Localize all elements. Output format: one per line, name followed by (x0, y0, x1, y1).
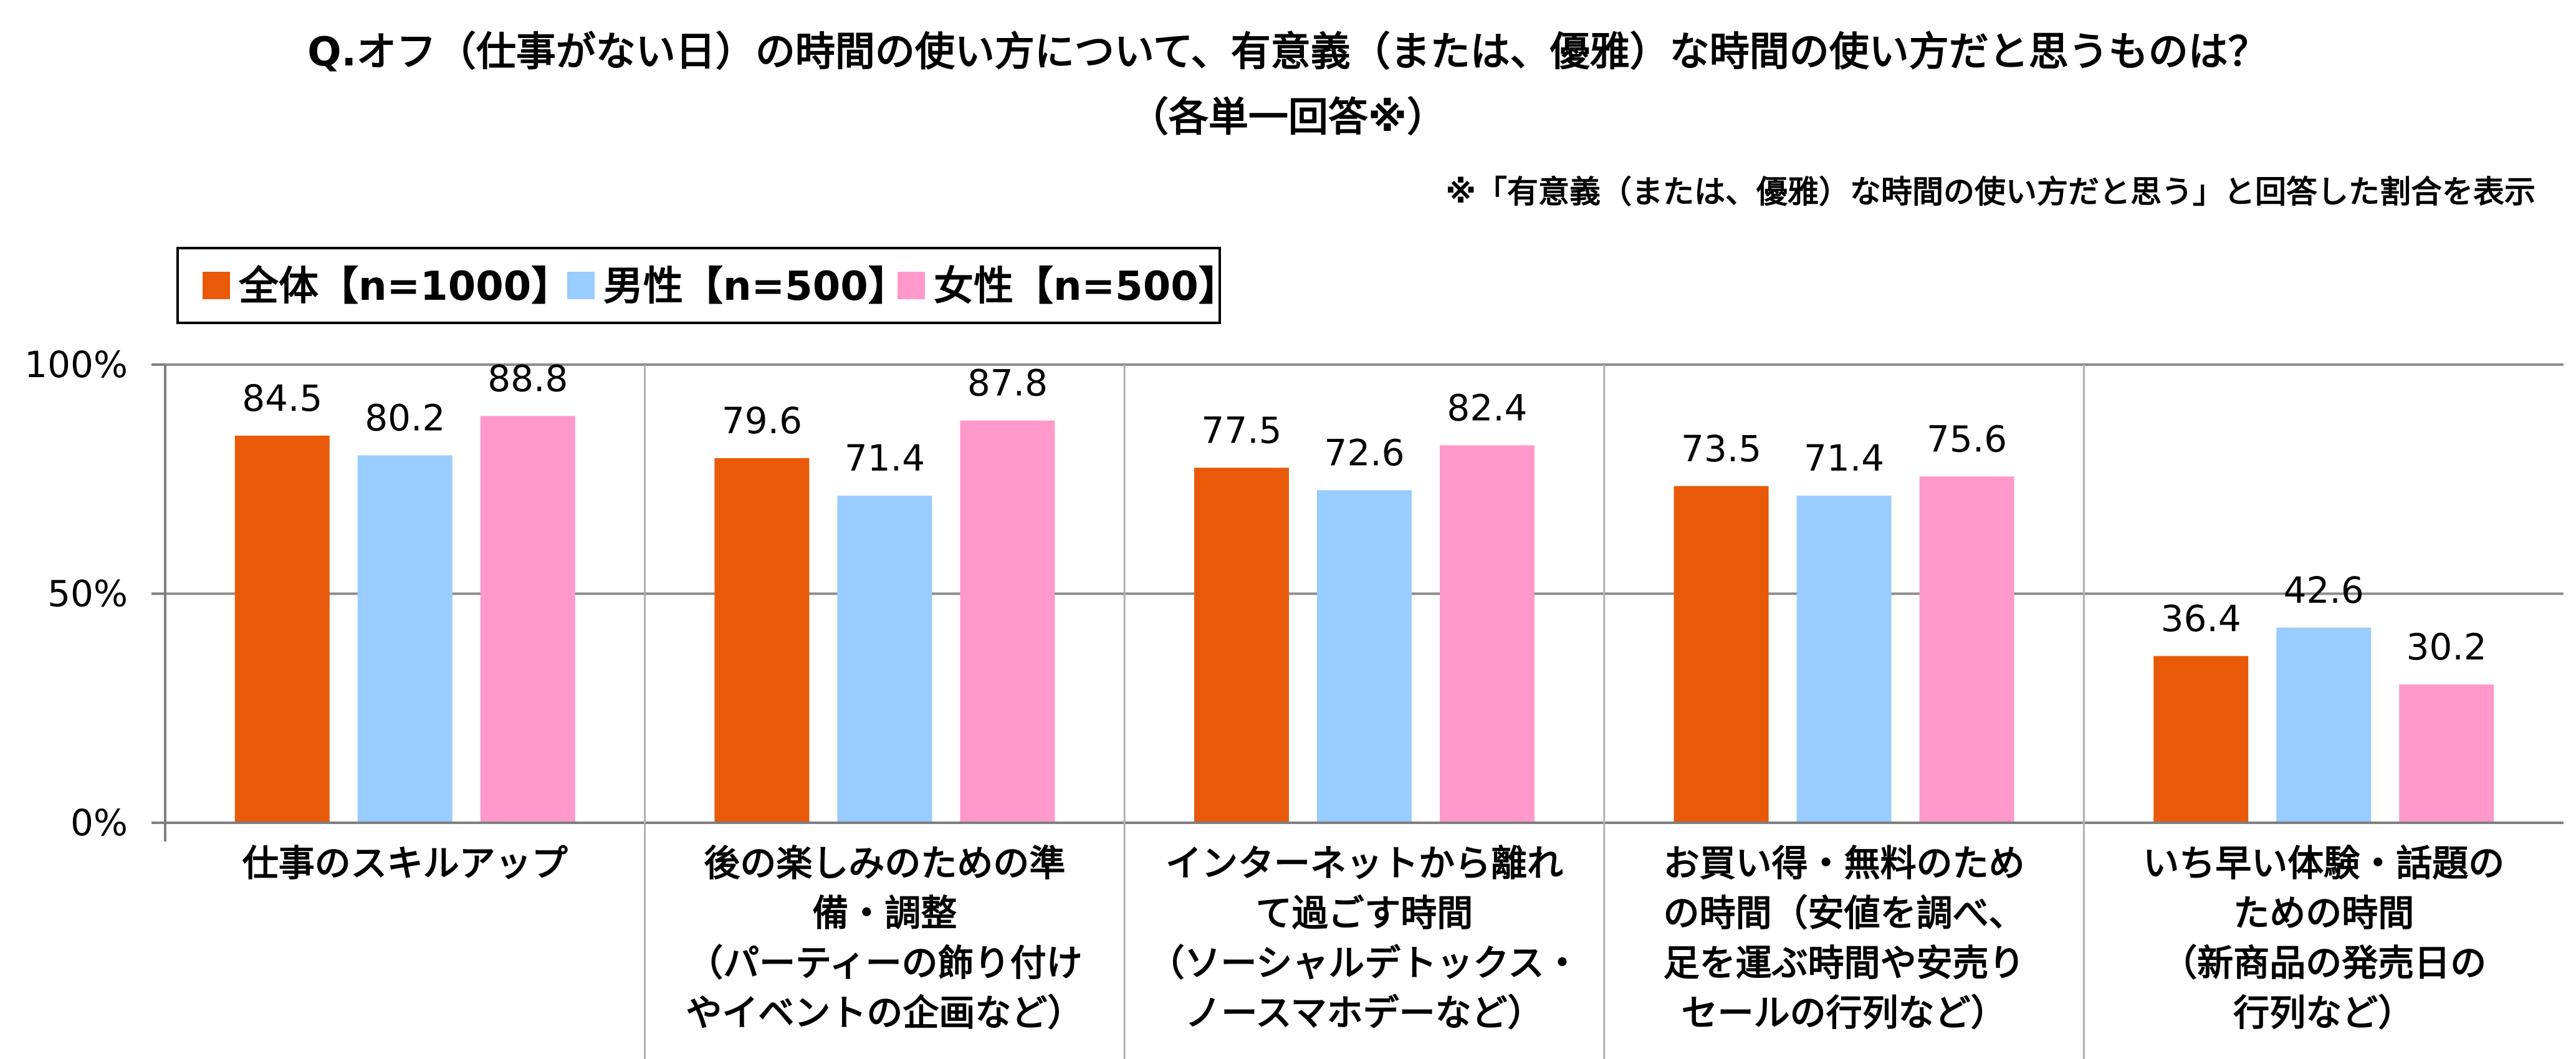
bar-1-3 (480, 416, 575, 823)
value-label-2-3: 87.8 (967, 362, 1048, 405)
category-label-2-line-1: 後の楽しみのための準 (704, 842, 1065, 884)
category-label-2-line-3: （パーティーの飾り付け (687, 942, 1083, 984)
chart-title: Q.オフ（仕事がない日）の時間の使い方について、有意義（または、優雅）な時間の使… (307, 29, 2268, 75)
value-label-3-2: 72.6 (1324, 431, 1404, 474)
bar-3-2 (1317, 490, 1412, 823)
category-label-4-line-2: の時間（安値を調べ、 (1664, 892, 2025, 934)
bar-2-3 (960, 420, 1055, 823)
value-label-1-3: 88.8 (487, 357, 568, 400)
value-label-4-3: 75.6 (1927, 418, 2007, 460)
bar-4-3 (1919, 476, 2014, 823)
legend-label-1: 全体【n=1000】 (238, 264, 571, 310)
bar-4-1 (1673, 486, 1769, 823)
value-label-4-2: 71.4 (1804, 437, 1884, 479)
value-label-3-3: 82.4 (1447, 386, 1527, 429)
category-label-2-line-2: 備・調整 (812, 892, 957, 934)
category-label-3-line-4: ノースマホデーなど） (1185, 992, 1543, 1034)
category-label-5-line-3: （新商品の発売日の (2161, 942, 2486, 984)
chart-subtitle: （各単一回答※） (1129, 95, 1447, 141)
legend-box (176, 247, 1221, 324)
bar-3-3 (1440, 445, 1535, 823)
category-label-5-line-2: ための時間 (2233, 892, 2414, 934)
category-label-2-line-4: やイベントの企画など） (686, 992, 1083, 1034)
value-label-2-1: 79.6 (722, 400, 802, 442)
value-label-4-1: 73.5 (1681, 428, 1761, 470)
chart-note: ※「有意義（または、優雅）な時間の使い方だと思う」と回答した割合を表示 (1445, 174, 2535, 210)
bars (234, 416, 2494, 823)
category-label-1-line-1: 仕事のスキルアップ (242, 842, 568, 884)
bar-5-2 (2276, 627, 2372, 823)
bar-3-1 (1194, 467, 1289, 823)
legend-swatch-3 (898, 272, 925, 299)
bar-2-2 (837, 496, 932, 823)
category-label-3-line-2: て過ごす時間 (1256, 892, 1473, 934)
grid: 0% 50% 100% (24, 343, 2564, 844)
legend-label-3: 女性【n=500】 (934, 264, 1238, 310)
category-label-5-line-1: いち早い体験・話題の (2143, 842, 2504, 884)
bar-1-2 (357, 455, 452, 823)
value-label-5-3: 30.2 (2406, 626, 2487, 668)
bar-2-1 (714, 458, 810, 823)
axes (151, 363, 2564, 1059)
category-label-4-line-3: 足を運ぶ時間や安売り (1664, 942, 2025, 984)
y-tick-label-0: 0% (70, 802, 128, 844)
category-label-3-line-3: （ソーシャルデトックス・ (1148, 942, 1580, 984)
value-label-1-2: 80.2 (365, 397, 445, 439)
legend-label-2: 男性【n=500】 (603, 264, 908, 310)
legend-swatch-2 (567, 272, 595, 299)
value-labels: 84.5 80.2 88.8 79.6 71.4 87.8 77.5 72.6 82.4 73.5… (242, 357, 2487, 668)
bar-4-2 (1796, 496, 1892, 823)
category-label-4-line-4: セールの行列など） (1682, 992, 2007, 1034)
legend-swatch-1 (203, 272, 230, 299)
value-label-2-2: 71.4 (845, 437, 925, 479)
bar-5-3 (2399, 684, 2494, 823)
bar-1-1 (234, 435, 330, 823)
value-label-5-1: 36.4 (2161, 597, 2241, 640)
category-label-4-line-1: お買い得・無料のため (1664, 842, 2025, 884)
y-tick-label-50: 50% (47, 573, 128, 615)
y-tick-label-100: 100% (24, 343, 128, 386)
value-label-1-1: 84.5 (242, 377, 322, 419)
value-label-5-2: 42.6 (2284, 569, 2364, 611)
category-label-3-line-1: インターネットから離れ (1166, 842, 1563, 884)
legend: 全体【n=1000】 男性【n=500】 女性【n=500】 (176, 247, 1238, 324)
value-label-3-1: 77.5 (1201, 409, 1281, 451)
category-label-5-line-4: 行列など） (2233, 992, 2414, 1034)
bar-5-1 (2153, 656, 2249, 823)
